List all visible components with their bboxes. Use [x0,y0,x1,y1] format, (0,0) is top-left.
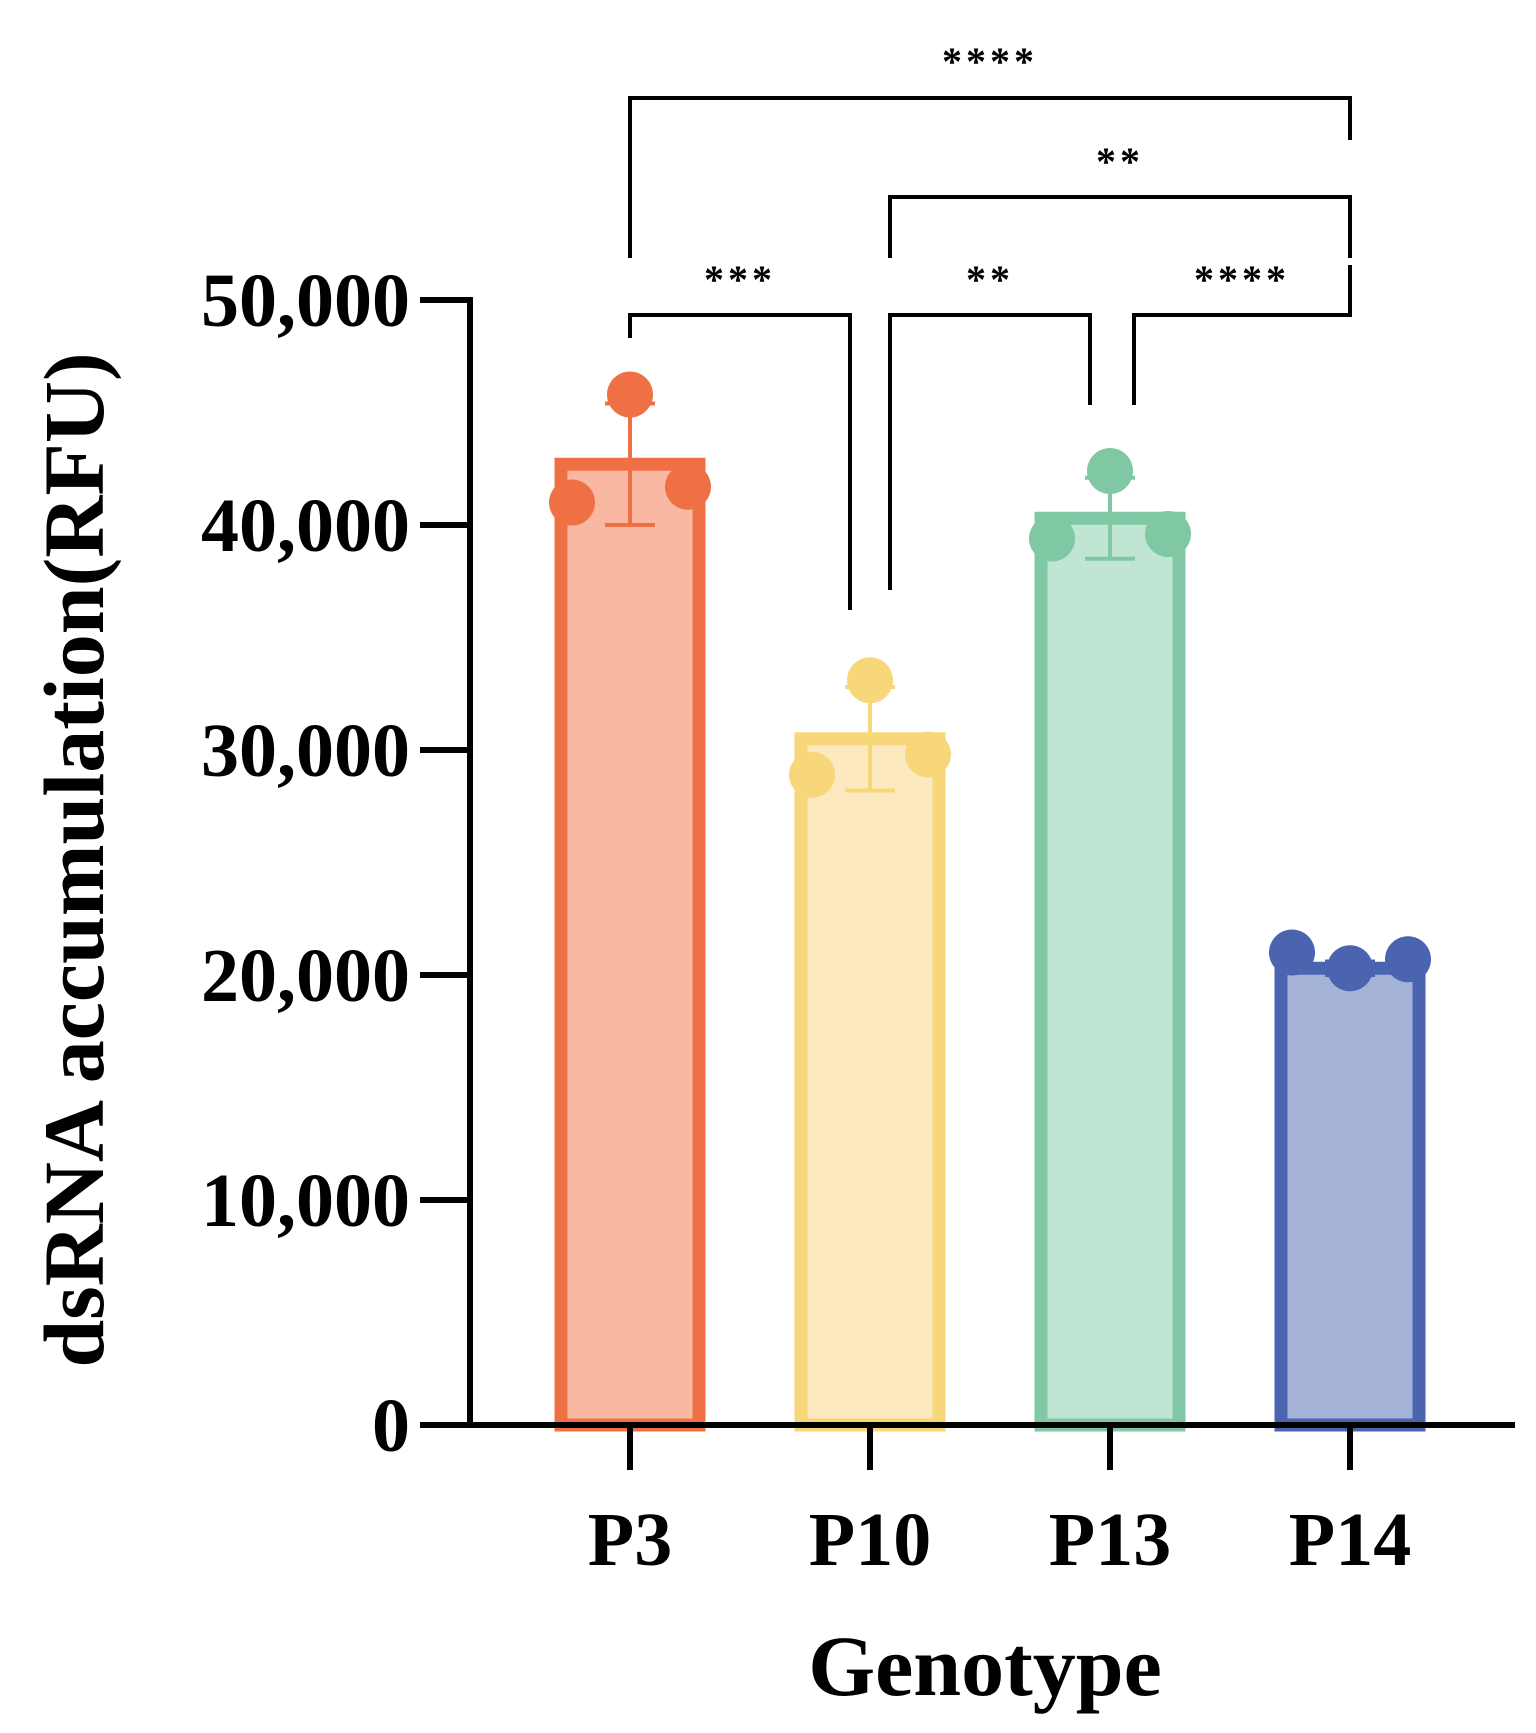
y-tick-label: 10,000 [201,1159,410,1243]
data-point [1385,936,1431,983]
x-axis-title: Genotype [808,1618,1162,1714]
data-points-group [549,371,1431,992]
error-bars-group [605,401,1375,977]
x-tick-label-p14: P14 [1289,1498,1411,1582]
data-point [1327,945,1373,992]
bar-p14 [1274,961,1426,1432]
significance-label: **** [942,39,1038,84]
axes-group: 0 10,000 20,000 30,000 40,000 50,000 P3 P10 P13 P… [201,259,1515,1582]
data-point [789,751,835,798]
bar-p10 [794,732,946,1432]
data-point [1269,929,1315,976]
bar-p3 [554,457,706,1432]
significance-label: **** [1194,257,1290,302]
significance-label: *** [704,257,776,302]
significance-label: ** [966,257,1014,302]
significance-brackets: *** ** ********** [628,39,1352,610]
x-tick-label-p3: P3 [588,1498,672,1582]
y-tick-label: 0 [372,1384,410,1468]
significance-label: ** [1096,139,1144,184]
bar-p13 [1034,511,1186,1432]
data-point [607,371,653,418]
y-tick-label: 30,000 [201,709,410,793]
y-tick-label: 20,000 [201,934,410,1018]
significance-bracket-p13-p14 [1132,265,1352,405]
x-tick-label-p10: P10 [809,1498,931,1582]
y-axis-title: dsRNA accumulation(RFU) [26,352,122,1367]
x-tick-label-p13: P13 [1049,1498,1171,1582]
data-point [1029,515,1075,562]
data-point [847,657,893,704]
y-tick-label: 40,000 [201,484,410,568]
data-point [549,479,595,526]
data-point [1145,511,1191,557]
y-tick-label: 50,000 [201,259,410,343]
data-point [905,731,951,778]
significance-bracket-p3-p10 [628,313,852,610]
significance-bracket-p10-p14 [888,195,1352,258]
data-point [1087,448,1133,494]
significance-bracket-p3-p14 [628,96,1352,258]
significance-bracket-p10-p13 [888,313,1092,590]
data-point [665,463,711,510]
